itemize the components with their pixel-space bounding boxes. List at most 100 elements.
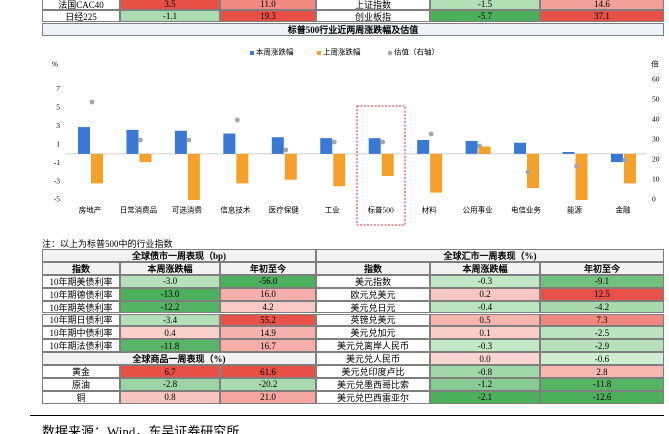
x-tick-label: 金融 [615,205,630,215]
valuation-dot [428,131,434,137]
table-cell: 美元兑日元 [316,300,430,314]
bar [368,138,381,154]
y-axis-label: % [52,60,58,69]
table-cell: 日经225 [42,10,120,22]
table-cell: 指数 [42,261,120,275]
valuation-dot [138,137,143,143]
table-cell: 铜 [42,390,120,404]
table-cell: 美元指数 [316,274,430,288]
table-cell: 2.8 [540,365,664,378]
table-cell: 55.2 [220,313,316,327]
table-cell: 0.5 [430,313,540,327]
table-cell: 指数 [316,261,430,275]
bar [320,138,333,154]
valuation-dot [234,117,240,123]
bar [527,153,540,188]
x-tick-label: 公用事业 [463,205,493,215]
table-cell: 21.0 [220,390,316,404]
valuation-dot [331,139,337,145]
x-tick-label: 日常消费品 [120,205,158,215]
bar [174,130,187,154]
table-cell: 本周涨跌幅 [120,261,220,275]
bar [417,140,430,154]
bar [575,153,588,200]
legend-swatch [250,51,254,55]
table-cell: 10年期中债利率 [42,326,120,340]
table-cell: 12.5 [540,287,664,301]
y2-tick-label: 20 [652,155,660,164]
y2-tick-label: 0 [652,195,656,204]
note: 注：以上为标普500中的行业指数 [42,239,173,249]
table-cell: 美元兑人民币 [316,352,430,366]
legend-label: 本周涨跌幅 [256,47,294,57]
table-cell: 11.0 [220,0,316,10]
y-tick-label: -3 [54,176,60,185]
table-cell: 原油 [42,378,120,391]
table-cell: 英镑兑美元 [316,313,430,327]
table-cell: 黄金 [42,365,120,378]
x-tick-label: 医疗保健 [269,205,299,215]
legend-label: 估值（右轴） [394,47,439,57]
table-cell: 美元兑印度卢比 [316,365,430,378]
table-cell: 年初至今 [540,261,664,275]
bar [91,153,103,184]
table-cell: -5.7 [430,10,540,22]
table-cell: 0.2 [430,287,540,301]
table-cell: -2.8 [120,378,220,391]
bar [430,153,443,193]
table-cell: 16.7 [220,339,316,353]
bar [223,133,236,154]
table-cell: -0.4 [430,300,540,314]
valuation-dot [622,157,628,163]
legend-swatch [387,50,393,56]
table-cell: 美元兑加元 [316,326,430,340]
valuation-dot [380,139,386,145]
bar [271,137,284,154]
table-cell: 法国CAC40 [42,0,120,10]
table-cell: 14.6 [540,0,664,10]
chart: % 倍 -5 -3 -1 1 3 5 7 0 10 20 30 40 50 60 本周涨跌幅 上周涨跌幅 估值（… [52,47,660,226]
bar [478,146,491,154]
table-cell: -2.9 [540,339,664,353]
valuation-dot [574,163,579,169]
table-cell: -12.6 [540,390,664,404]
table-cell: 14.9 [220,326,316,340]
table-cell: 10年期英债利率 [42,300,120,314]
table-cell: -1.1 [120,10,220,22]
y-tick-label: -1 [54,158,60,167]
bar [236,153,249,184]
table-cell: 美元兑墨西哥比索 [316,378,430,391]
x-tick-label: 信息技术 [220,205,250,215]
bar [139,153,152,163]
table-cell: -13.0 [120,287,220,301]
table-cell: 全球汇市一周表现（%) [316,249,664,262]
table-cell: -2.1 [430,390,540,404]
table-cell: 年初至今 [220,261,316,275]
table-cell: 19.3 [220,10,316,22]
table-cell: -3.4 [120,313,220,327]
x-tick-label: 工业 [325,205,340,215]
table-cell: -11.8 [540,378,664,391]
table-cell: -0.3 [430,274,540,288]
table-cell: 10年期法债利率 [42,339,120,353]
table-cell: 10年期德债利率 [42,287,120,301]
valuation-dot [89,99,95,105]
table-cell: 37.1 [540,10,664,22]
valuation-dot [283,147,289,153]
table-cell: 10年期日债利率 [42,313,120,327]
x-tick-label: 能源 [567,205,582,215]
table-cell: 全球商品一周表现（%) [42,352,316,366]
table-cell: -2.5 [540,326,664,340]
y2-axis-label: 倍 [651,59,659,69]
highlight-box [356,105,406,226]
table-cell: 0.4 [120,326,220,340]
bar [333,153,346,187]
footer-rule [30,415,664,416]
table-cell: 6.7 [120,365,220,378]
table-cell: 10年期美债利率 [42,274,120,288]
table-cell: 美元兑离岸人民币 [316,339,430,353]
table-cell: -3.0 [120,274,220,288]
chart-title: 标普500行业近两周涨跌幅及估值 [42,23,664,36]
table-cell: -0.6 [540,352,664,366]
y-tick-label: -5 [54,195,60,204]
